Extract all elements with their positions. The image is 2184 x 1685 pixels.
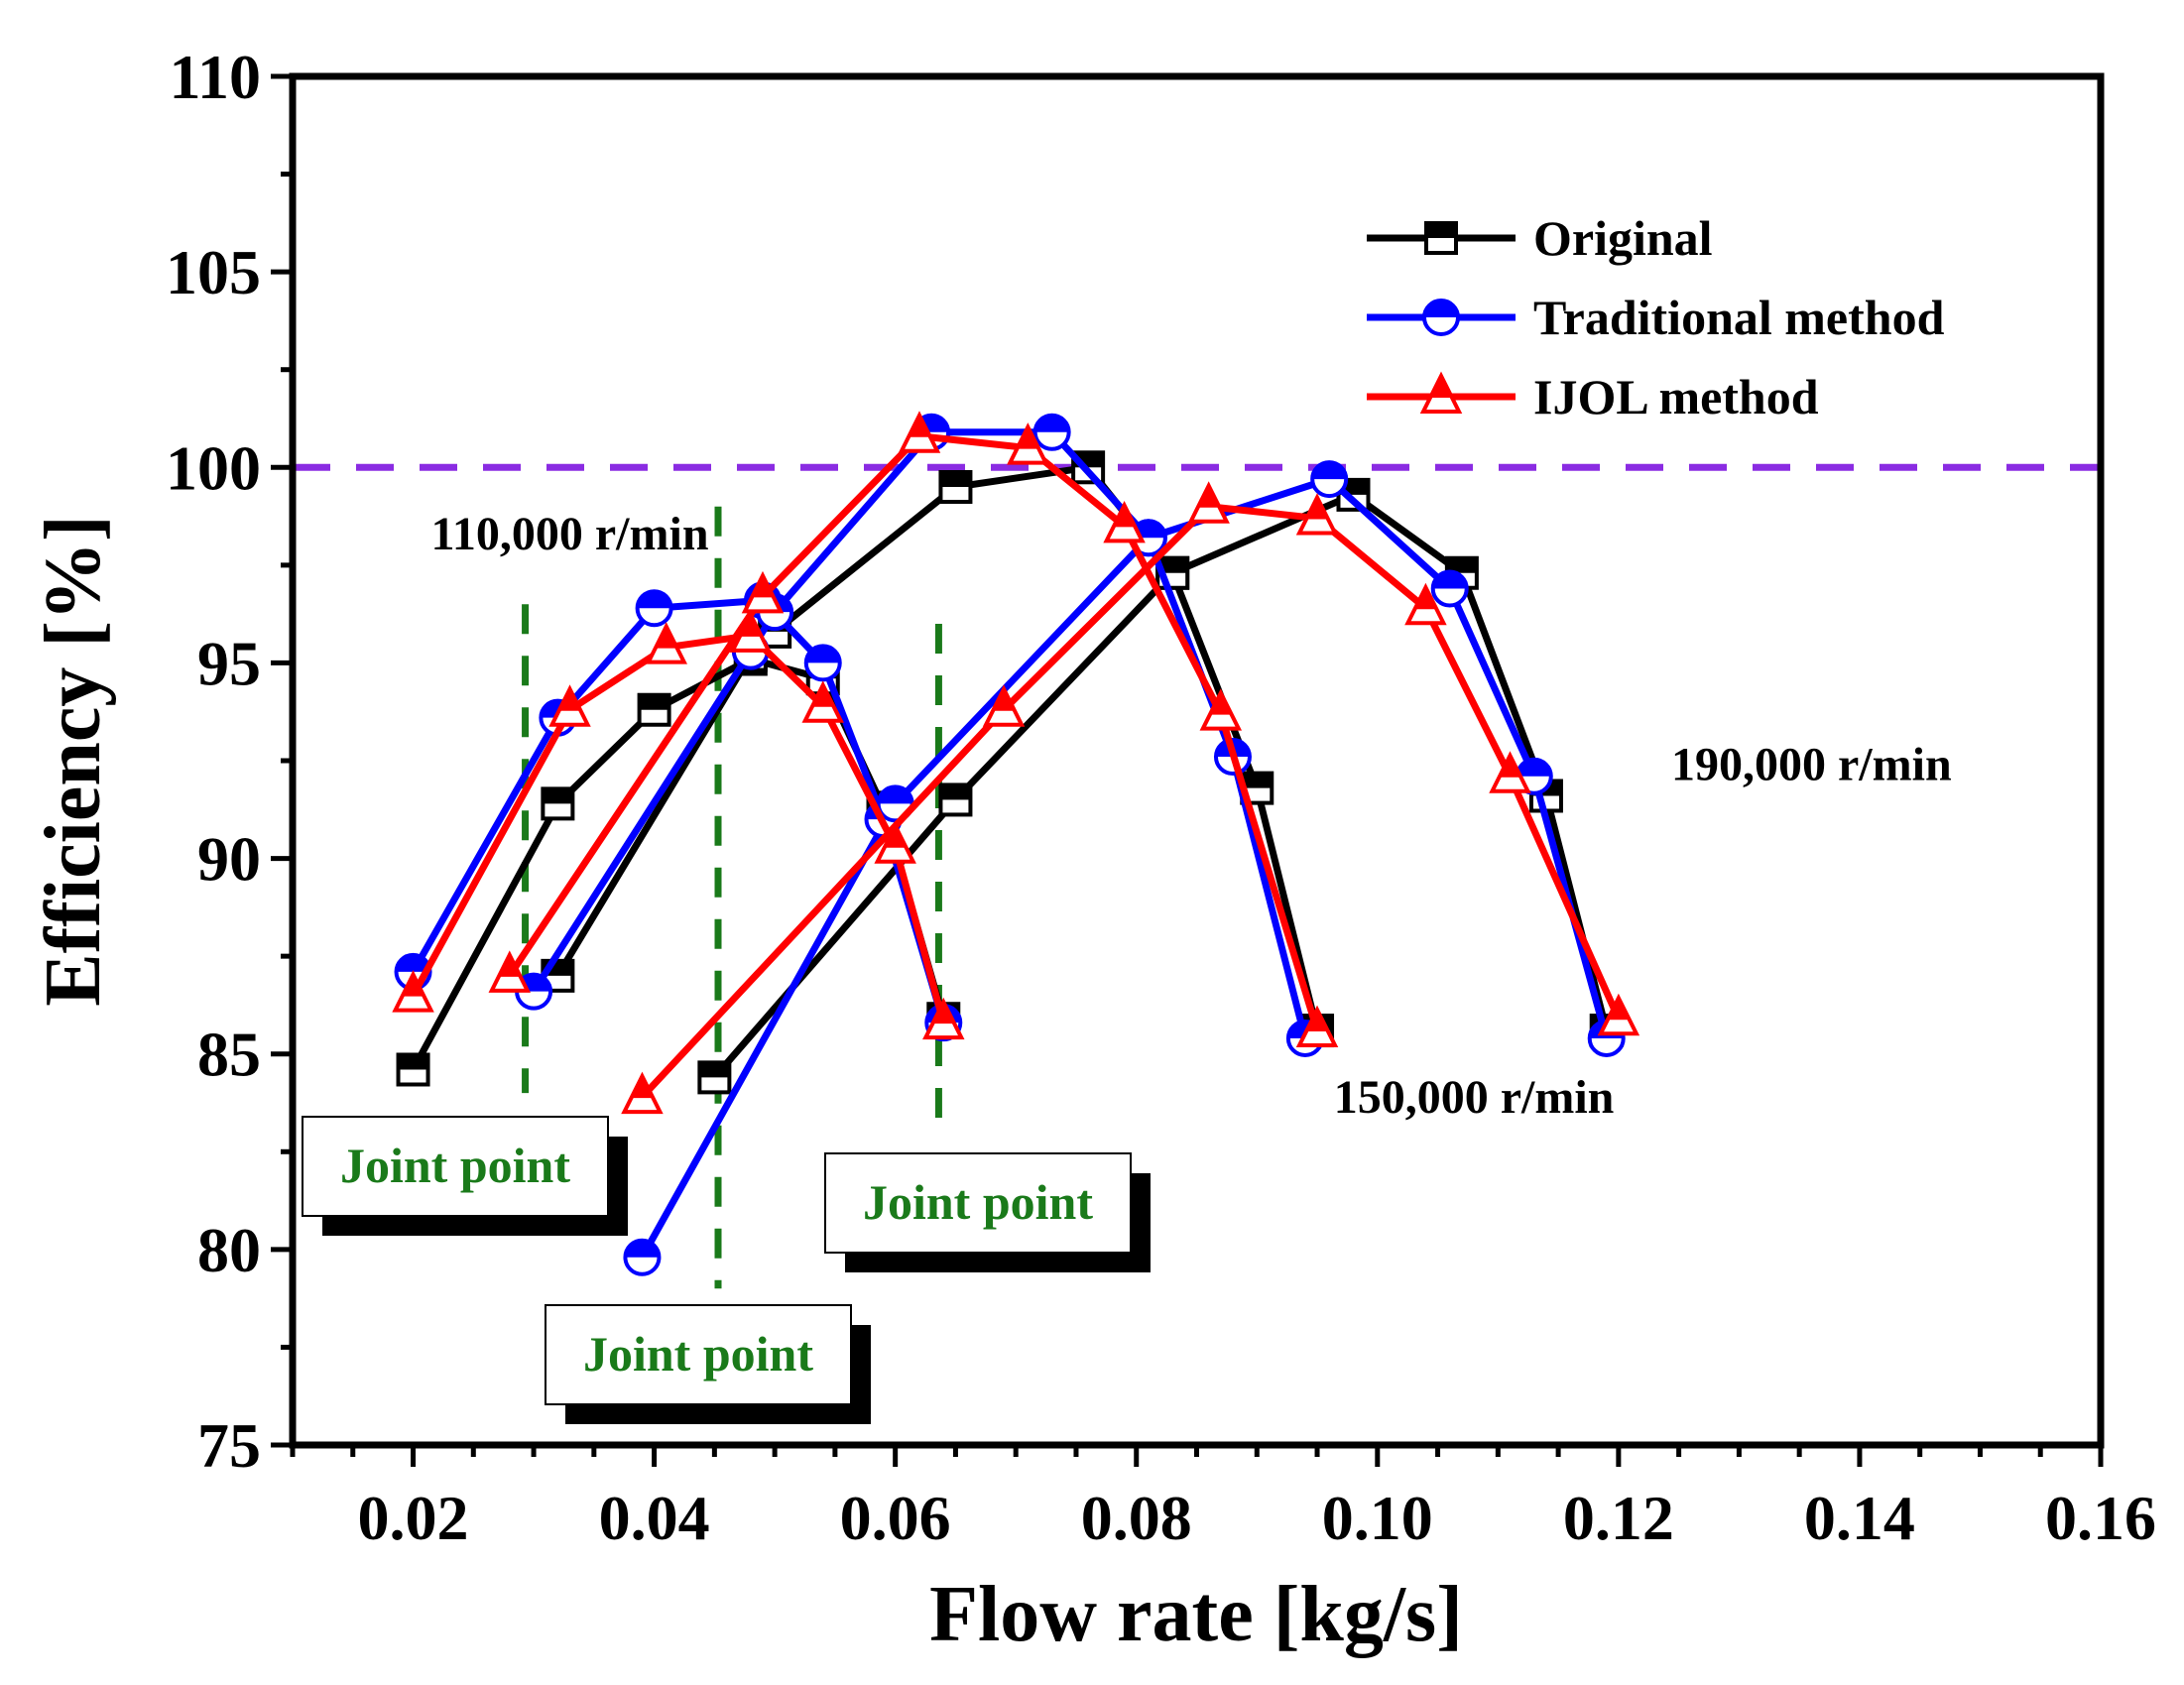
- joint-point-label-3: Joint point: [824, 1152, 1151, 1272]
- data-point-ijol-method-3-4-fill: [1306, 497, 1329, 520]
- data-point-traditional-method-1-3-fill: [637, 591, 671, 609]
- data-point-ijol-method-3-1-fill: [631, 1076, 654, 1099]
- joint-box: [302, 1116, 609, 1217]
- y-tick-label: 80: [197, 1215, 261, 1285]
- data-point-original-3-2-fill: [940, 784, 971, 800]
- data-point-original-1-1-fill: [398, 1054, 428, 1070]
- data-point-ijol-method-2-1-fill: [498, 954, 521, 977]
- joint-box: [824, 1152, 1132, 1254]
- x-tick-label: 0.06: [840, 1483, 951, 1553]
- data-point-original-2-4-fill: [940, 472, 971, 487]
- joint-box: [545, 1304, 852, 1405]
- speed-annotations: 110,000 r/min 150,000 r/min 190,000 r/min: [431, 508, 1952, 1124]
- data-point-traditional-method-2-5-fill: [1034, 415, 1069, 432]
- y-tick-label: 95: [197, 628, 261, 698]
- x-tick-label: 0.14: [1804, 1483, 1915, 1553]
- legend-label: Traditional method: [1533, 290, 1945, 345]
- y-axis: 75 80 85 90 95 100 105 110: [166, 42, 293, 1481]
- data-point-ijol-method-3-7-fill: [1607, 998, 1630, 1021]
- data-point-ijol-method-1-7-fill: [932, 1002, 955, 1024]
- x-tick-label: 0.04: [599, 1483, 710, 1553]
- data-point-ijol-method-1-3-fill: [655, 626, 677, 649]
- legend-item-traditional-method: Traditional method: [1367, 290, 1945, 345]
- x-tick-label: 0.10: [1322, 1483, 1433, 1553]
- data-point-ijol-method-1-6-fill: [884, 825, 907, 848]
- data-point-ijol-method-2-2-fill: [751, 575, 774, 598]
- joint-point-text: Joint point: [583, 1326, 813, 1382]
- data-point-ijol-method-2-7-fill: [1306, 1010, 1329, 1032]
- data-point-traditional-method-3-1-fill: [625, 1240, 660, 1258]
- x-tick-label: 0.16: [2045, 1483, 2156, 1553]
- data-point-ijol-method-2-4-fill: [1017, 426, 1039, 449]
- series-ijol-method: [392, 411, 1640, 1115]
- y-axis-title: Efficiency [%]: [30, 515, 117, 1006]
- data-point-ijol-method-1-1-fill: [402, 974, 425, 997]
- joint-point-text: Joint point: [863, 1174, 1093, 1230]
- legend-marker-fill: [1430, 376, 1452, 398]
- speed-annotation-1: 110,000 r/min: [431, 508, 709, 560]
- speed-annotation-2: 150,000 r/min: [1334, 1071, 1615, 1124]
- data-point-original-3-3-fill: [1157, 557, 1188, 573]
- legend: Original Traditional method IJOL method: [1367, 210, 1945, 424]
- y-tick-label: 100: [166, 432, 261, 503]
- data-point-ijol-method-1-4-fill: [739, 614, 762, 637]
- data-point-original-1-2-fill: [543, 788, 573, 804]
- data-point-ijol-method-1-5-fill: [811, 684, 834, 707]
- y-tick-label: 85: [197, 1020, 261, 1090]
- x-tick-label: 0.02: [358, 1483, 469, 1553]
- data-point-traditional-method-3-4-fill: [1312, 462, 1347, 480]
- y-tick-label: 105: [166, 237, 261, 307]
- data-point-ijol-method-2-5-fill: [1113, 505, 1136, 528]
- legend-marker-fill: [1426, 223, 1456, 238]
- y-tick-label: 75: [197, 1410, 261, 1481]
- joint-point-label-2: Joint point: [545, 1304, 871, 1424]
- speed-annotation-3: 190,000 r/min: [1671, 739, 1952, 791]
- data-point-traditional-method-3-5-fill: [1432, 571, 1467, 589]
- data-point-ijol-method-3-3-fill: [1197, 485, 1220, 508]
- data-point-ijol-method-3-6-fill: [1499, 755, 1521, 778]
- legend-item-original: Original: [1367, 210, 1713, 266]
- data-point-ijol-method-3-2-fill: [993, 688, 1016, 711]
- x-tick-label: 0.08: [1081, 1483, 1192, 1553]
- data-point-traditional-method-3-6-fill: [1517, 759, 1551, 777]
- data-point-ijol-method-3-5-fill: [1414, 587, 1437, 610]
- joint-point-label-1: Joint point: [302, 1116, 628, 1236]
- joint-point-labels: Joint point Joint point Joint point: [302, 1116, 1151, 1424]
- data-point-traditional-method-1-1-fill: [396, 954, 430, 972]
- legend-item-ijol-method: IJOL method: [1367, 369, 1819, 424]
- data-point-original-3-5-fill: [1446, 557, 1477, 573]
- data-point-original-3-1-fill: [699, 1062, 730, 1078]
- legend-label: Original: [1533, 210, 1713, 266]
- legend-marker-fill: [1424, 301, 1458, 317]
- series-layer: [392, 411, 1640, 1276]
- data-point-traditional-method-1-5-fill: [805, 646, 840, 663]
- data-point-ijol-method-1-2-fill: [558, 688, 581, 711]
- data-point-original-1-3-fill: [639, 694, 669, 710]
- data-point-ijol-method-2-3-fill: [908, 415, 930, 437]
- legend-label: IJOL method: [1533, 369, 1819, 424]
- data-point-traditional-method-3-2-fill: [878, 786, 912, 804]
- x-tick-label: 0.12: [1563, 1483, 1674, 1553]
- joint-point-text: Joint point: [340, 1138, 570, 1193]
- x-axis-title: Flow rate [kg/s]: [929, 1571, 1463, 1658]
- y-tick-label: 90: [197, 824, 261, 895]
- data-point-ijol-method-2-6-fill: [1209, 692, 1232, 715]
- x-axis: 0.02 0.04 0.06 0.08 0.10 0.12 0.14 0.16: [290, 1445, 2156, 1553]
- data-point-original-2-7-fill: [1242, 773, 1273, 788]
- y-tick-label: 110: [170, 42, 261, 112]
